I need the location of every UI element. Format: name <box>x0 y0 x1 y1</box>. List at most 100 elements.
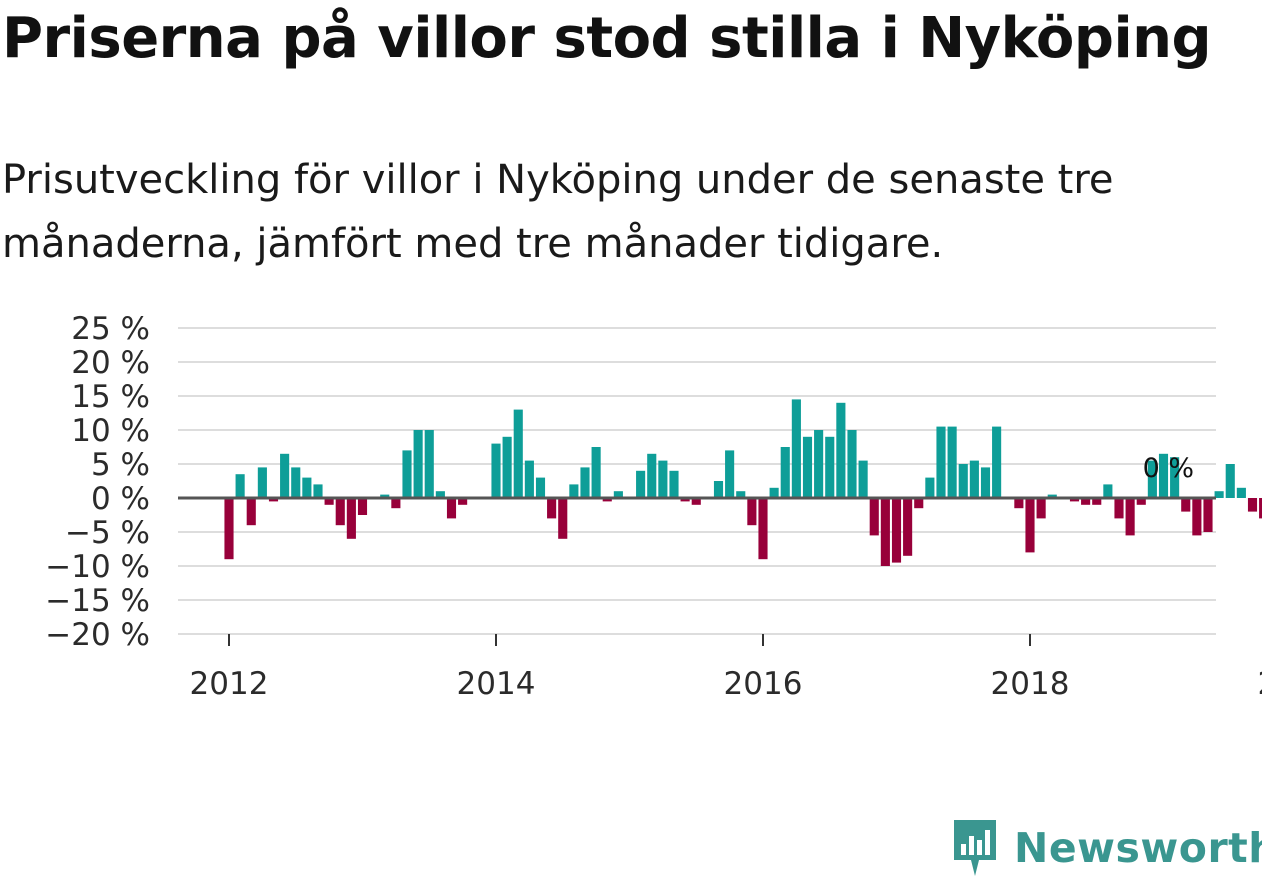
bar <box>680 498 690 502</box>
bar <box>669 470 679 498</box>
bar <box>1181 498 1191 512</box>
bar <box>1247 498 1258 512</box>
y-axis-labels: 25 %20 %15 %10 %5 %0 %−5 %−10 %−15 %−20 … <box>45 311 150 653</box>
bar <box>647 453 657 498</box>
bar <box>558 498 568 539</box>
bar <box>268 498 279 502</box>
bar <box>335 498 345 526</box>
bar <box>836 402 846 498</box>
bar <box>814 430 824 498</box>
y-tick-label: 5 % <box>91 447 150 483</box>
bar <box>446 498 457 519</box>
bar <box>992 426 1002 498</box>
bar <box>402 450 412 498</box>
bar <box>1236 487 1246 498</box>
bar <box>1158 453 1169 498</box>
page-subtitle: Prisutveckling för villor i Nyköping und… <box>2 157 1114 267</box>
bar <box>413 430 423 498</box>
y-tick-label: 25 % <box>71 311 150 347</box>
end-value-label: 0 % <box>1143 453 1194 484</box>
bar <box>1225 464 1235 498</box>
newsworthy-logo[interactable]: Newsworthy <box>950 818 1262 878</box>
bar <box>569 484 579 498</box>
bar <box>758 498 768 560</box>
y-tick-label: −20 % <box>45 617 150 653</box>
bar <box>1125 498 1135 536</box>
bar <box>424 430 434 498</box>
y-tick-label: 15 % <box>71 379 150 415</box>
bar <box>1047 494 1057 498</box>
bar <box>713 481 724 498</box>
bar <box>903 498 913 556</box>
bar <box>658 460 668 498</box>
bar <box>958 464 968 498</box>
bar <box>691 498 701 505</box>
x-tick-label: 2014 <box>457 666 536 702</box>
bar <box>380 494 390 498</box>
bar <box>736 491 746 498</box>
bar <box>780 447 790 498</box>
bar-chart: 25 %20 %15 %10 %5 % 0 % −5 %−10 %−15 %−20 … <box>45 311 1262 702</box>
bar <box>580 467 590 498</box>
bar <box>969 460 979 498</box>
bar <box>791 399 801 498</box>
bar <box>346 498 356 539</box>
bar <box>391 498 401 509</box>
bar <box>513 409 523 498</box>
bar <box>1025 498 1035 553</box>
bar <box>324 498 334 505</box>
bar <box>1136 498 1146 505</box>
bar <box>1036 498 1046 519</box>
bar <box>235 474 245 498</box>
bar <box>257 467 267 498</box>
bar <box>502 436 512 498</box>
bar <box>725 450 735 498</box>
bar <box>291 467 301 498</box>
chart-grid <box>178 327 1216 635</box>
bar <box>802 436 813 498</box>
bar <box>747 498 757 526</box>
bar <box>847 430 857 498</box>
x-tick-label: 2016 <box>724 666 803 702</box>
bar <box>1147 460 1157 498</box>
bar <box>1069 498 1080 502</box>
x-tick-label: 2020 <box>1258 666 1262 702</box>
newsworthy-logo-icon <box>954 820 996 876</box>
bar <box>1081 498 1091 505</box>
bar <box>869 498 879 536</box>
bar <box>925 477 935 498</box>
bar <box>435 491 445 498</box>
y-tick-label: 10 % <box>71 413 150 449</box>
x-axis: 20122014201620182020202220242026 <box>190 634 1262 702</box>
bar <box>224 498 234 560</box>
bar <box>936 426 946 498</box>
x-tick-label: 2012 <box>190 666 269 702</box>
bar <box>458 498 468 505</box>
bar <box>1114 498 1124 519</box>
bar <box>825 436 835 498</box>
bar <box>613 491 623 498</box>
bar <box>1214 491 1224 498</box>
bar <box>1103 484 1113 498</box>
bar <box>858 460 868 498</box>
bar <box>947 426 957 498</box>
bar <box>891 498 902 563</box>
x-tick-label: 2018 <box>991 666 1070 702</box>
bar <box>636 470 646 498</box>
bar <box>1092 498 1102 505</box>
y-tick-label: −10 % <box>45 549 150 585</box>
bar <box>535 477 546 498</box>
bar <box>1192 498 1202 536</box>
brand-name: Newsworthy <box>1014 824 1262 872</box>
y-tick-label: 20 % <box>71 345 150 381</box>
y-tick-label: −15 % <box>45 583 150 619</box>
bar <box>602 498 612 502</box>
bar <box>914 498 924 509</box>
bar <box>880 498 890 566</box>
page-title: Priserna på villor stod stilla i Nyköpin… <box>2 6 1212 71</box>
bar <box>246 498 256 526</box>
bar <box>280 453 290 498</box>
bar <box>1203 498 1213 532</box>
bar <box>591 447 601 498</box>
y-tick-label: −5 % <box>65 515 150 551</box>
